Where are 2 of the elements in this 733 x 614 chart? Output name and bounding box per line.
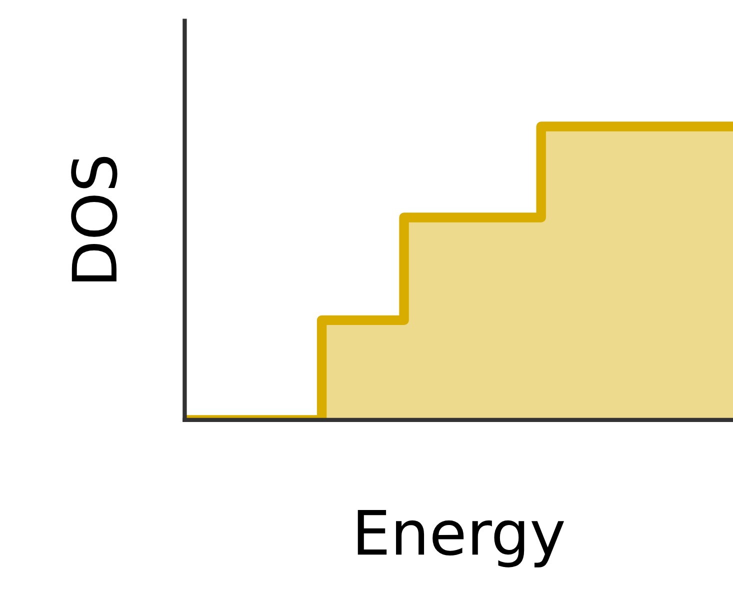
x-axis-title: Energy	[358, 510, 564, 568]
y-axis-title: DOS	[71, 156, 118, 282]
